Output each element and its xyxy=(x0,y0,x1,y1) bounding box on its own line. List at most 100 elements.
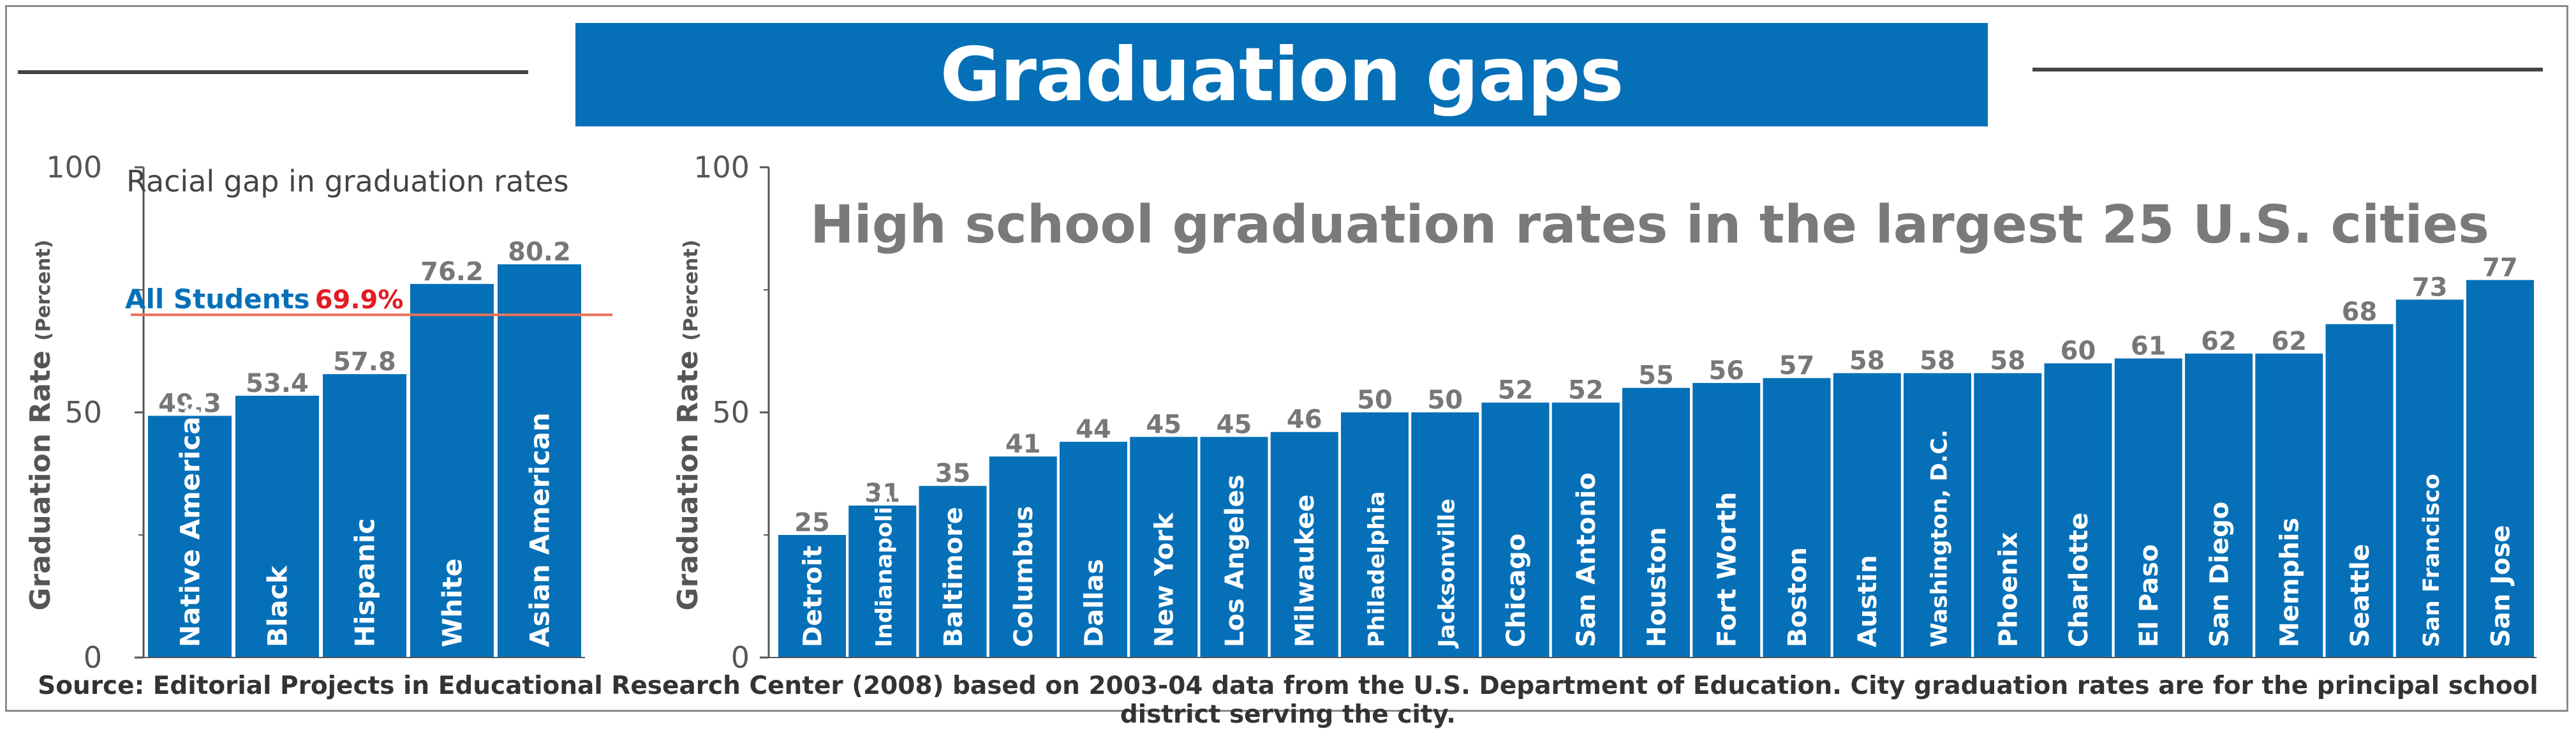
bar-value-label: 73 xyxy=(2412,273,2448,302)
bar-value-label: 55 xyxy=(1638,361,1674,391)
bar-category-label: Detroit xyxy=(798,546,827,648)
bar xyxy=(2255,353,2323,658)
y-tick-label: 100 xyxy=(693,150,750,184)
bar-value-label: 25 xyxy=(794,508,830,537)
title-rule-left xyxy=(18,70,528,74)
y-tick-label: 0 xyxy=(84,640,102,675)
bar-category-label: San Diego xyxy=(2205,502,2234,647)
bar-category-label: Dallas xyxy=(1079,559,1109,647)
bar xyxy=(1833,373,1901,658)
y-axis-label: Graduation Rate xyxy=(24,341,57,611)
bar-category-label: El Paso xyxy=(2135,545,2164,647)
bar-value-label: 45 xyxy=(1146,410,1181,439)
y-axis-unit: (Percent) xyxy=(33,239,55,340)
y-tick-label: 0 xyxy=(731,640,750,675)
bar-category-label: Charlotte xyxy=(2064,513,2094,647)
bar-category-label: Black xyxy=(262,565,293,647)
bar xyxy=(410,283,494,658)
bar-value-label: 62 xyxy=(2201,327,2237,356)
bar-value-label: 62 xyxy=(2271,327,2307,356)
bar-value-label: 49.3 xyxy=(158,389,221,418)
bar-category-label: Native American xyxy=(175,398,206,647)
page-title: Graduation gaps xyxy=(575,23,1988,126)
bar-category-label: Phoenix xyxy=(1994,532,2024,647)
bar xyxy=(1904,373,1971,658)
bar-category-label: Baltimore xyxy=(939,507,968,647)
bar xyxy=(2185,353,2253,658)
y-tick-label: 50 xyxy=(712,395,750,430)
bar xyxy=(1622,387,1690,658)
bar-value-label: 58 xyxy=(1920,347,1955,376)
bar-category-label: Washington, D.C. xyxy=(1927,430,1952,647)
bar xyxy=(1270,432,1338,658)
bar-value-label: 45 xyxy=(1217,410,1252,439)
bar-category-label: Boston xyxy=(1783,547,1812,647)
reference-value: 69.9% xyxy=(315,285,404,315)
bar xyxy=(778,535,846,658)
bar xyxy=(989,456,1057,658)
bar xyxy=(2466,280,2534,658)
bar xyxy=(848,505,917,658)
bar-category-label: San Antonio xyxy=(1572,472,1601,647)
bar-category-label: New York xyxy=(1150,512,1180,647)
bar-category-label: Memphis xyxy=(2276,518,2305,647)
bar xyxy=(1411,412,1479,658)
y-axis-title: Graduation Rate (Percent) xyxy=(672,239,704,610)
bar-value-label: 52 xyxy=(1568,376,1604,405)
bar xyxy=(2044,363,2112,658)
bar-value-label: 31 xyxy=(864,479,900,508)
chart-panel-2: 0 50 100 Graduation Rate (Percent) 25 Detroit… xyxy=(672,150,2537,675)
bar-value-label: 60 xyxy=(2061,336,2096,366)
bar xyxy=(1551,402,1620,658)
bar xyxy=(1692,382,1761,658)
bar-category-label: Hispanic xyxy=(350,518,381,647)
bar-category-label: Indianapolis xyxy=(872,493,898,647)
bar-category-label: Austin xyxy=(1853,555,1883,647)
bar-category-label: Los Angeles xyxy=(1220,474,1250,647)
bar-category-label: Milwaukee xyxy=(1291,495,1320,647)
bar xyxy=(1341,412,1409,658)
chart-title: High school graduation rates in the larg… xyxy=(810,195,2489,255)
bar-category-label: Philadelphia xyxy=(1364,491,1389,647)
bar xyxy=(323,374,406,658)
reference-label: All Students xyxy=(125,283,310,315)
bar-category-label: Fort Worth xyxy=(1713,492,1742,647)
bar xyxy=(1130,437,1198,658)
bar-value-label: 57 xyxy=(1779,351,1815,380)
bar-value-label: 50 xyxy=(1357,386,1393,415)
bar xyxy=(1060,442,1127,658)
bar-value-label: 58 xyxy=(1990,347,2025,376)
bar-value-label: 68 xyxy=(2342,297,2378,327)
chart-panel-1: 0 50 100 Graduation Rate (Percent) 49.3Nativ… xyxy=(24,150,612,675)
bar-value-label: 77 xyxy=(2482,253,2518,283)
bar-value-label: 80.2 xyxy=(508,237,571,267)
bar-value-label: 44 xyxy=(1076,415,1111,444)
bar xyxy=(2114,358,2182,658)
bar-value-label: 61 xyxy=(2131,332,2166,361)
bar xyxy=(498,264,581,658)
bar-category-label: Houston xyxy=(1642,527,1671,647)
figure-frame xyxy=(5,5,2568,712)
chart-title: Racial gap in graduation rates xyxy=(126,164,569,199)
bar-category-label: Columbus xyxy=(1009,506,1039,647)
reference-label-group: All Students 69.9% xyxy=(125,283,403,315)
bar-value-label: 58 xyxy=(1849,347,1885,376)
bar-category-label: Chicago xyxy=(1502,534,1531,647)
bar xyxy=(1974,373,2042,658)
bar-category-label: White xyxy=(437,559,468,647)
bar-category-label: Jacksonville xyxy=(1435,499,1460,649)
bar-category-label: Asian American xyxy=(524,412,556,647)
bar xyxy=(148,416,232,658)
bar xyxy=(235,395,319,658)
bar-value-label: 50 xyxy=(1427,386,1463,415)
bar-value-label: 41 xyxy=(1005,430,1041,459)
y-axis-label: Graduation Rate xyxy=(672,341,704,611)
bar xyxy=(1481,402,1550,658)
bar-value-label: 35 xyxy=(935,459,971,488)
y-axis-title: Graduation Rate (Percent) xyxy=(24,239,57,610)
bar-value-label: 53.4 xyxy=(246,369,309,398)
title-rule-right xyxy=(2032,68,2543,71)
bar-category-label: Seattle xyxy=(2346,544,2375,647)
bar-value-label: 57.8 xyxy=(333,347,396,377)
